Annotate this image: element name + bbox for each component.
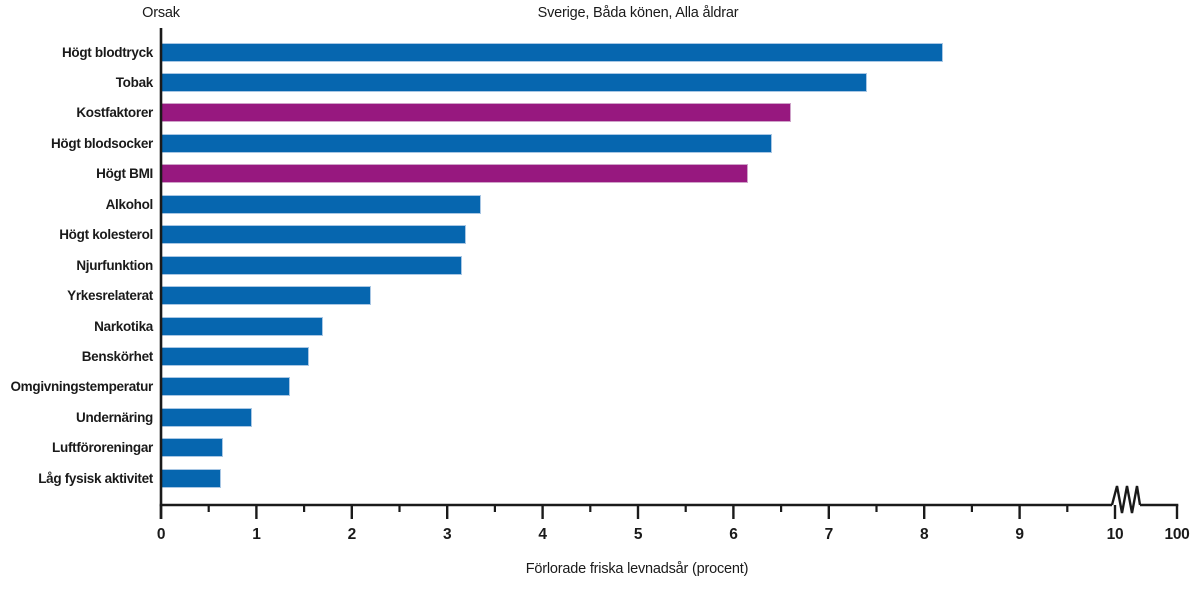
bar [161, 72, 867, 92]
x-axis-tick-label: 2 [347, 526, 357, 543]
bar-label: Högt blodtryck [61, 44, 153, 60]
x-axis-tick-label: 100 [1164, 526, 1190, 543]
chart-title: Sverige, Båda könen, Alla åldrar [537, 5, 739, 21]
bar-label: Alkohol [105, 196, 154, 212]
bar-label: Njurfunktion [76, 257, 153, 273]
x-axis-tick-label: 7 [824, 526, 834, 543]
bar-label: Narkotika [94, 318, 153, 334]
bar-label: Yrkesrelaterat [67, 288, 153, 304]
bar [161, 225, 467, 245]
x-axis-tick-label: 10 [1106, 526, 1124, 543]
x-axis-label: Förlorade friska levnadsår (procent) [525, 561, 749, 577]
bar-label: Luftföroreningar [52, 440, 153, 456]
bar [161, 42, 944, 62]
bar [161, 407, 252, 427]
bar-label: Benskörhet [81, 349, 154, 364]
x-axis-tick-label: 0 [156, 526, 166, 543]
bar-label: Kostfaktorer [76, 105, 153, 121]
bar [161, 316, 324, 336]
bar [161, 347, 309, 366]
bar [161, 164, 748, 184]
bar-label: Tobak [115, 74, 154, 90]
bar [161, 286, 371, 306]
bar-label: Högt kolesterol [59, 227, 153, 243]
bar [161, 255, 462, 275]
bar-label: Högt BMI [96, 166, 153, 182]
bar [161, 438, 223, 458]
x-axis-tick-label: 4 [538, 526, 547, 543]
bar-label: Låg fysisk aktivitet [38, 470, 153, 486]
x-axis-tick-label: 6 [729, 526, 738, 543]
bar [161, 133, 772, 153]
bar-label: Undernäring [76, 409, 153, 425]
x-axis-tick-label: 8 [920, 526, 929, 543]
bar [161, 103, 791, 123]
bar-label: Omgivningstemperatur [10, 379, 153, 395]
bar [161, 468, 222, 488]
y-axis-title: Orsak [142, 5, 180, 21]
axis-break-icon [1110, 485, 1142, 514]
bar [161, 194, 481, 214]
bar [161, 377, 290, 397]
x-axis-tick-label: 1 [252, 526, 261, 543]
x-axis-tick-label: 3 [443, 526, 452, 543]
bar-label: Högt blodsocker [50, 135, 153, 151]
x-axis-tick-label: 9 [1015, 526, 1024, 543]
x-axis-tick-label: 5 [633, 526, 643, 543]
